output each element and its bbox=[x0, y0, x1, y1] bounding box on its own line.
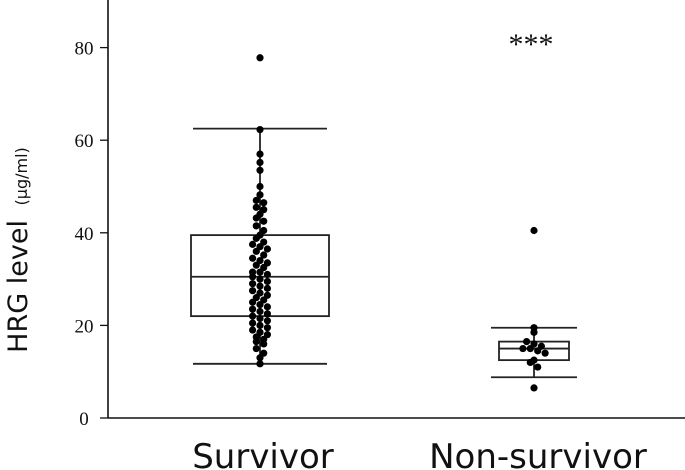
survivor-data-point bbox=[263, 310, 271, 318]
y-tick-label: 40 bbox=[75, 224, 94, 245]
survivor-data-point bbox=[252, 214, 260, 222]
survivor-data-point bbox=[252, 344, 260, 353]
category-label-non-survivor: Non-survivor bbox=[429, 437, 647, 470]
y-axis: 0 20 40 60 80 bbox=[75, 0, 109, 430]
survivor-data-point bbox=[263, 324, 271, 332]
survivor-data-point bbox=[249, 319, 257, 327]
survivor-data-point bbox=[263, 317, 271, 325]
survivor-data-point bbox=[256, 158, 264, 167]
survivor-data-point bbox=[256, 191, 264, 199]
survivor-data-point bbox=[256, 275, 264, 283]
survivor-data-point bbox=[249, 312, 257, 320]
survivor-data-point bbox=[260, 251, 268, 259]
survivor-data-point bbox=[263, 270, 271, 279]
survivor-data-point bbox=[256, 314, 264, 323]
non-survivor-data-point bbox=[530, 226, 538, 235]
non-survivor-data-point bbox=[541, 349, 549, 357]
survivor-data-point bbox=[256, 166, 264, 174]
non-survivor-data-point bbox=[523, 338, 531, 346]
survivor-data-point bbox=[249, 254, 257, 262]
survivor-data-point bbox=[260, 199, 268, 207]
survivor-data-point bbox=[263, 284, 271, 292]
survivor-data-point bbox=[256, 300, 264, 309]
non-survivor-data-point bbox=[530, 384, 538, 392]
survivor-data-point bbox=[252, 338, 260, 346]
significance-annotation: *** bbox=[509, 28, 554, 61]
survivor-data-point bbox=[256, 307, 264, 316]
non-survivor-data-point bbox=[530, 328, 538, 336]
survivor-data-point bbox=[256, 282, 264, 290]
survivor-data-point bbox=[256, 125, 264, 134]
survivor-data-point bbox=[263, 245, 271, 253]
non-survivor-data-point bbox=[534, 363, 542, 371]
y-tick-label: 20 bbox=[75, 316, 94, 337]
boxes-group bbox=[190, 54, 577, 392]
y-axis-label: HRG level (μg/ml) bbox=[3, 147, 34, 353]
non-survivor-data-point bbox=[526, 344, 534, 353]
survivor-data-point bbox=[252, 234, 260, 242]
y-tick-label: 60 bbox=[75, 131, 94, 152]
survivor-data-point bbox=[256, 54, 264, 62]
survivor-data-point bbox=[249, 326, 257, 334]
category-label-survivor: Survivor bbox=[192, 437, 334, 470]
survivor-data-point bbox=[260, 217, 268, 225]
survivor-data-point bbox=[252, 247, 260, 255]
survivor-data-point bbox=[256, 268, 264, 276]
y-tick-label: 0 bbox=[79, 409, 89, 430]
non-survivor-data-point bbox=[534, 347, 542, 355]
survivor-data-point bbox=[252, 196, 260, 204]
survivor-data-point bbox=[256, 360, 264, 368]
y-tick-label: 80 bbox=[75, 39, 94, 60]
survivor-data-point bbox=[249, 287, 257, 295]
survivor-data-point bbox=[252, 222, 260, 230]
y-axis-label-unit: (μg/ml) bbox=[12, 147, 31, 205]
y-axis-label-main: HRG level bbox=[3, 220, 34, 353]
survivor-data-point bbox=[249, 280, 257, 288]
survivor-data-point bbox=[263, 303, 271, 311]
survivor-data-point bbox=[249, 305, 257, 313]
survivor-data-point bbox=[263, 277, 271, 286]
non-survivor-data-point bbox=[519, 344, 527, 353]
survivor-data-point bbox=[256, 182, 264, 191]
survivor-data-point bbox=[260, 340, 268, 348]
non-survivor-data-point bbox=[526, 358, 534, 367]
survivor-data-point bbox=[252, 261, 260, 269]
survivor-data-point bbox=[256, 354, 264, 362]
survivor-data-point bbox=[252, 203, 260, 211]
survivor-data-point bbox=[256, 321, 264, 329]
survivor-data-point bbox=[249, 298, 257, 306]
survivor-data-point bbox=[249, 240, 257, 248]
survivor-data-point bbox=[256, 150, 264, 158]
survivor-data-point bbox=[249, 273, 257, 281]
